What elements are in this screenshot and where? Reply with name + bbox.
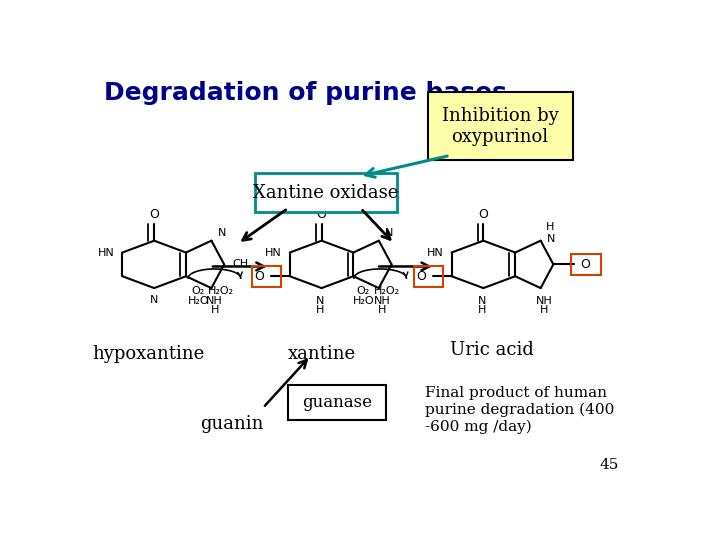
Text: H: H — [477, 305, 486, 315]
Text: H: H — [378, 305, 386, 315]
Text: O: O — [317, 208, 326, 221]
FancyBboxPatch shape — [288, 385, 386, 420]
Text: O: O — [416, 270, 426, 283]
Text: H: H — [546, 222, 554, 232]
Text: Inhibition by
oxypurinol: Inhibition by oxypurinol — [442, 107, 559, 146]
Text: Xantine oxidase: Xantine oxidase — [253, 184, 398, 201]
Text: N: N — [385, 228, 394, 238]
Text: N: N — [316, 296, 324, 306]
Text: O: O — [479, 208, 488, 221]
Text: H: H — [539, 305, 548, 315]
Text: guanase: guanase — [302, 394, 372, 411]
Text: H₂O₂: H₂O₂ — [374, 286, 400, 296]
Text: HN: HN — [98, 247, 114, 258]
Text: O: O — [149, 208, 159, 221]
Text: Uric acid: Uric acid — [450, 341, 534, 359]
Text: NH: NH — [536, 296, 552, 306]
Text: O₂: O₂ — [357, 286, 370, 296]
Text: NH: NH — [374, 296, 390, 306]
Text: hypoxantine: hypoxantine — [92, 345, 204, 363]
Text: HN: HN — [265, 247, 282, 258]
Text: N: N — [217, 228, 226, 238]
Text: HN: HN — [427, 247, 444, 258]
Text: xantine: xantine — [287, 345, 356, 363]
Text: Degradation of purine bases: Degradation of purine bases — [104, 82, 507, 105]
FancyBboxPatch shape — [428, 92, 572, 160]
Text: O: O — [254, 270, 264, 283]
Text: N: N — [477, 296, 486, 306]
Text: O₂: O₂ — [192, 286, 205, 296]
Text: CH: CH — [232, 259, 248, 269]
Text: N: N — [150, 295, 158, 305]
Text: Final product of human
purine degradation (400
-600 mg /day): Final product of human purine degradatio… — [425, 386, 614, 434]
Text: H: H — [316, 305, 324, 315]
Text: 45: 45 — [599, 458, 618, 472]
Text: H₂O: H₂O — [353, 295, 374, 306]
FancyBboxPatch shape — [255, 173, 397, 212]
Text: N: N — [547, 234, 555, 245]
Text: O: O — [580, 258, 590, 271]
Text: H: H — [210, 305, 219, 315]
Text: H₂O₂: H₂O₂ — [208, 286, 234, 296]
Text: NH: NH — [206, 296, 223, 306]
Text: guanin: guanin — [201, 415, 264, 434]
Text: H₂O: H₂O — [187, 295, 209, 306]
